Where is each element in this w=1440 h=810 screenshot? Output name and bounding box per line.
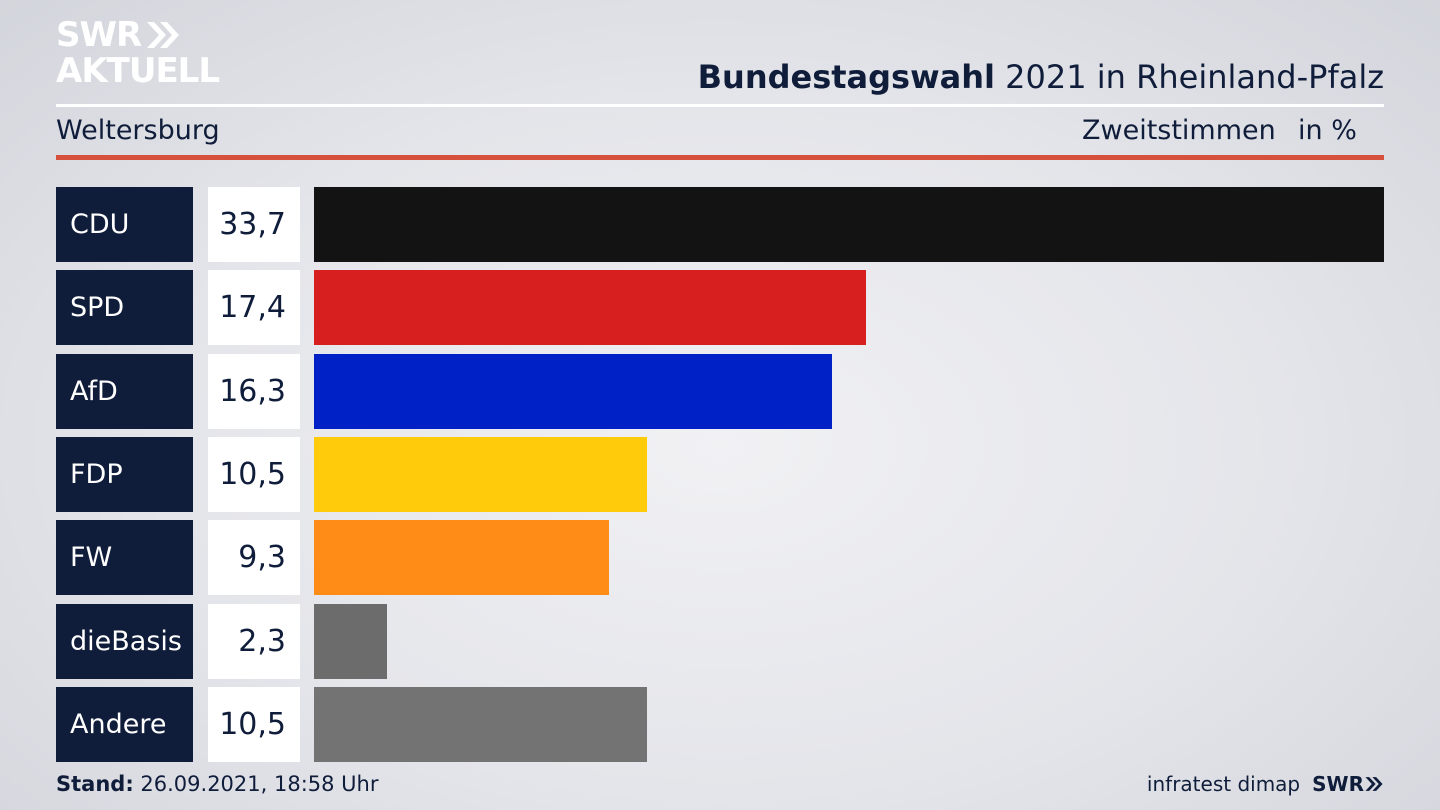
swr-footer-logo: SWR (1312, 772, 1384, 796)
value-label: 33,7 (208, 187, 300, 262)
bar-row-spd: SPD 17,4 (0, 270, 1440, 346)
party-label: Andere (56, 686, 193, 762)
place-name: Weltersburg (56, 115, 220, 146)
stand-value: 26.09.2021, 18:58 Uhr (133, 772, 379, 796)
bar-row-andere: Andere 10,5 (0, 686, 1440, 762)
party-label: SPD (56, 270, 193, 346)
swr-aktuell-logo: SWR AKTUELL (56, 15, 220, 91)
bar-row-fw: FW 9,3 (0, 520, 1440, 596)
bar-row-fdp: FDP 10,5 (0, 436, 1440, 512)
party-label: FW (56, 520, 193, 596)
party-label: dieBasis (56, 603, 193, 679)
bar-row-afd: AfD 16,3 (0, 353, 1440, 429)
metric-label: Zweitstimmen (1082, 115, 1276, 146)
bar-afd (314, 353, 832, 429)
party-label: AfD (56, 353, 193, 429)
stand-label: Stand: (56, 772, 134, 796)
value-label: 9,3 (208, 520, 300, 596)
double-chevron-icon (145, 20, 181, 50)
subheader-divider (56, 155, 1384, 160)
value-label: 10,5 (208, 436, 300, 512)
unit-label: in % (1298, 115, 1357, 146)
bar-fw (314, 520, 610, 596)
timestamp: Stand: 26.09.2021, 18:58 Uhr (56, 772, 379, 796)
value-label: 16,3 (208, 353, 300, 429)
source-label: infratest dimap (1146, 772, 1301, 796)
title-rest: 2021 in Rheinland-Pfalz (995, 58, 1384, 96)
footer-credits: infratest dimap SWR (1147, 772, 1384, 796)
party-label: CDU (56, 187, 193, 262)
logo-aktuell-text: AKTUELL (56, 51, 220, 91)
title-bold: Bundestagswahl (697, 58, 995, 96)
value-label: 10,5 (208, 686, 300, 762)
bar-andere (314, 686, 648, 762)
header-divider (56, 104, 1384, 107)
bar-row-diebasis: dieBasis 2,3 (0, 603, 1440, 679)
bar-diebasis (314, 603, 388, 679)
party-label: FDP (56, 436, 193, 512)
value-label: 2,3 (208, 603, 300, 679)
bar-spd (314, 270, 867, 346)
bar-row-cdu: CDU 33,7 (0, 187, 1440, 262)
double-chevron-icon (1365, 777, 1383, 791)
page-title: Bundestagswahl 2021 in Rheinland-Pfalz (698, 58, 1384, 96)
bar-fdp (314, 436, 648, 512)
value-label: 17,4 (208, 270, 300, 346)
bar-cdu (314, 187, 1384, 262)
logo-swr-text: SWR (56, 15, 142, 55)
swr-footer-text: SWR (1312, 772, 1364, 796)
